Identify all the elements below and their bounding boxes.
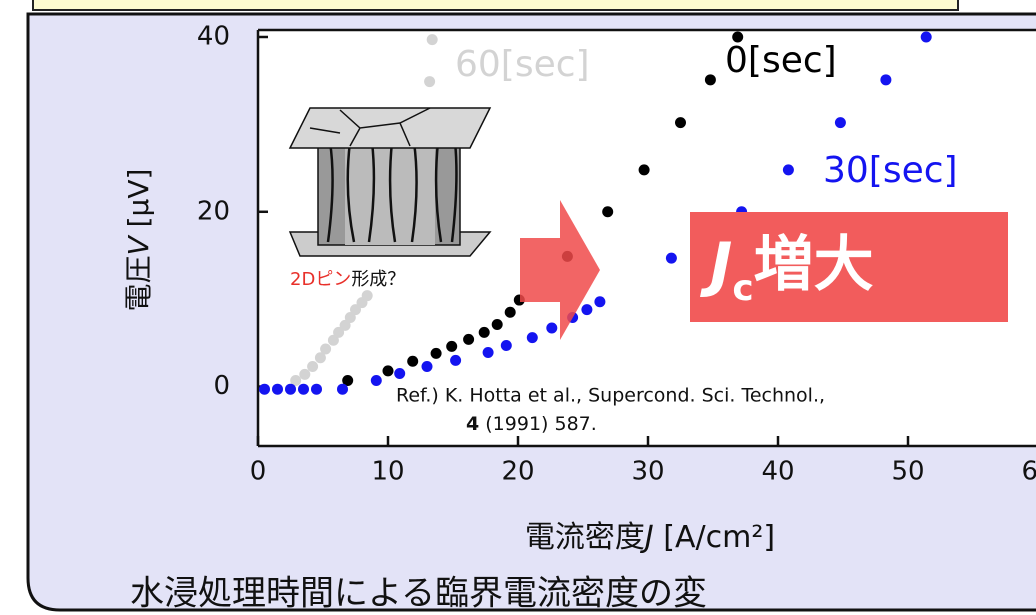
highlight-text: Jc増大 <box>700 230 874 309</box>
data-point <box>370 374 382 386</box>
data-point <box>478 326 490 338</box>
x-axis-label: 電流密度J [A/cm²] <box>525 520 775 555</box>
data-point <box>430 347 442 359</box>
data-point <box>834 117 846 129</box>
y-axis-label: 電圧V [μV] <box>122 169 155 312</box>
x-label-c: [A/cm²] <box>654 520 775 555</box>
reference: Ref.) K. Hotta et al., Supercond. Sci. T… <box>396 385 825 407</box>
data-point <box>920 31 932 43</box>
highlight-sub: c <box>732 268 753 309</box>
data-point <box>421 360 433 372</box>
x-label-a: 電流密度 <box>525 520 645 555</box>
data-point <box>526 332 538 344</box>
data-point <box>675 117 686 129</box>
data-point <box>394 367 406 379</box>
y-tick-label: 40 <box>197 21 230 51</box>
x-tick-label: 30 <box>631 457 664 487</box>
data-point <box>290 374 302 386</box>
data-point <box>259 383 270 395</box>
series-label: 30[sec] <box>823 150 958 191</box>
x-tick-label: 10 <box>371 457 404 487</box>
x-tick-label: 60 <box>1021 457 1036 487</box>
reference-2: 4 (1991) 587. <box>466 413 597 435</box>
data-point <box>704 74 716 86</box>
data-point <box>339 319 351 331</box>
y-label-c: [μV] <box>122 169 155 237</box>
data-point <box>382 365 394 377</box>
inset-caption-red: 2Dピン <box>290 269 351 290</box>
data-point <box>272 383 283 395</box>
data-point <box>327 334 339 346</box>
data-point <box>314 352 326 364</box>
data-point <box>311 383 322 395</box>
data-point <box>581 304 593 316</box>
data-point <box>424 76 436 88</box>
data-point <box>500 339 512 351</box>
data-point <box>350 304 361 316</box>
data-point <box>333 326 345 338</box>
y-tick-label: 20 <box>197 196 230 226</box>
data-point <box>732 31 744 43</box>
arrow <box>520 200 600 340</box>
y-tick-label: 0 <box>213 371 230 401</box>
data-point <box>320 343 332 355</box>
highlight-word: 増大 <box>754 230 874 300</box>
inset-caption: 2Dピン形成？ <box>290 269 405 290</box>
data-point <box>361 290 373 302</box>
caption: 水浸処理時間による臨界電流密度の変 <box>130 574 707 614</box>
data-point <box>298 383 309 395</box>
data-point <box>482 346 494 358</box>
x-tick-label: 50 <box>891 457 924 487</box>
inset-caption-black: 形成？ <box>351 269 405 290</box>
series-label: 0[sec] <box>725 40 837 81</box>
data-point <box>446 340 458 352</box>
series-label: 60[sec] <box>455 44 590 85</box>
x-tick-label: 40 <box>761 457 794 487</box>
data-point <box>594 296 606 308</box>
data-point <box>602 206 614 218</box>
data-point <box>491 319 503 331</box>
data-point <box>285 383 296 395</box>
data-point <box>463 333 475 345</box>
data-point <box>299 368 311 380</box>
data-point <box>546 322 558 334</box>
data-point <box>337 383 348 395</box>
data-point <box>880 74 892 86</box>
data-point <box>342 374 354 386</box>
data-point <box>450 354 462 366</box>
x-tick-label: 20 <box>501 457 534 487</box>
data-point <box>504 306 516 318</box>
data-point <box>638 164 650 176</box>
y-label-b: V <box>122 234 155 255</box>
data-point <box>665 252 677 264</box>
data-point <box>782 164 794 176</box>
reference-rest: (1991) 587. <box>479 413 597 435</box>
x-tick-label: 0 <box>250 457 267 487</box>
top-box <box>32 0 959 11</box>
reference-volume: 4 <box>466 413 479 435</box>
inset-figure <box>288 107 492 257</box>
data-point <box>407 355 419 367</box>
data-point <box>344 312 356 324</box>
y-label-a: 電圧 <box>122 255 155 311</box>
data-point <box>426 34 438 46</box>
highlight-box <box>690 212 1008 322</box>
data-point <box>307 360 319 372</box>
